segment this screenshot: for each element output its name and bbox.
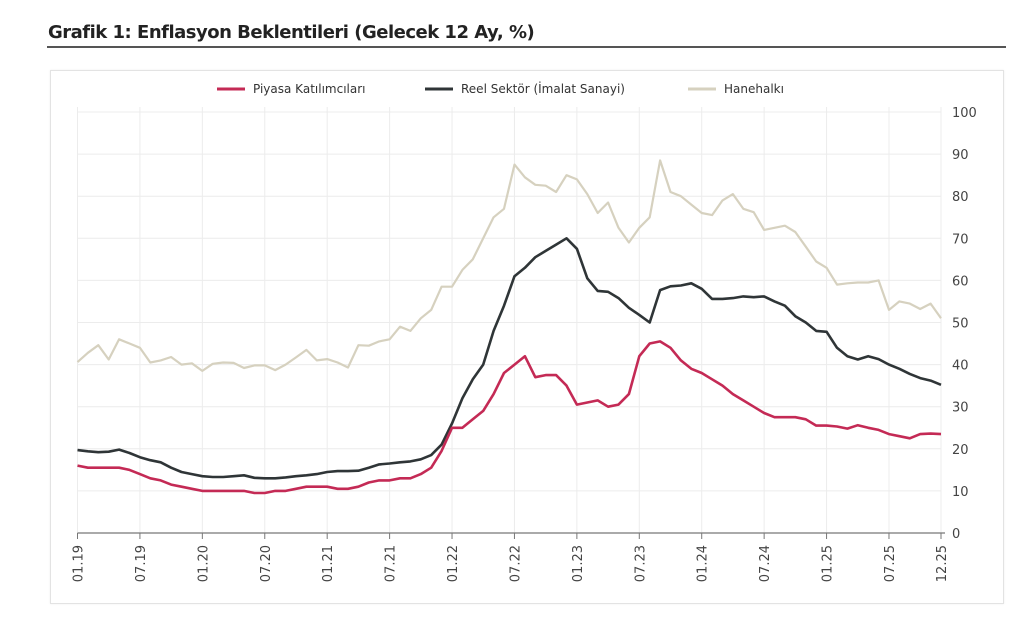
x-tick-label: 07.25 [883,545,898,582]
series-line-hanehalki [76,159,942,372]
y-tick-label: 30 [952,401,969,416]
y-tick-label: 20 [952,443,969,458]
y-tick-label: 0 [952,527,960,542]
x-tick-label: 01.20 [196,545,211,582]
x-tick-label: 07.19 [134,545,149,582]
x-tick-label: 01.21 [321,545,336,582]
x-tick-label: 01.24 [696,545,711,582]
x-tick-label: 07.20 [259,545,274,582]
y-tick-label: 10 [952,485,969,500]
chart-frame [50,70,1004,604]
legend-label: Hanehalkı [724,82,784,96]
series-line-reel-sektor [77,237,942,480]
chart-title: Grafik 1: Enflasyon Beklentileri (Gelece… [48,22,535,43]
y-tick-label: 50 [952,317,969,332]
y-tick-label: 80 [952,190,969,205]
x-tick-label: 01.22 [446,545,461,582]
title-divider [47,46,1006,48]
y-tick-label: 60 [952,274,969,289]
x-tick-label: 07.24 [758,545,773,582]
x-tick-label: 01.23 [571,545,586,582]
x-tick-label: 07.21 [384,545,399,582]
x-tick-label: 07.22 [508,545,523,582]
y-tick-label: 40 [952,359,969,374]
y-tick-label: 70 [952,232,969,247]
legend-label: Piyasa Katılımcıları [253,82,365,96]
x-tick-label: 07.23 [633,545,648,582]
x-tick-label: 01.19 [72,545,87,582]
legend-label: Reel Sektör (İmalat Sanayi) [461,81,625,96]
x-tick-label: 01.25 [821,545,836,582]
y-tick-label: 90 [952,148,969,163]
x-tick-label: 12.25 [935,545,950,582]
y-tick-label: 100 [952,106,977,121]
series-line-piyasa [77,340,942,495]
